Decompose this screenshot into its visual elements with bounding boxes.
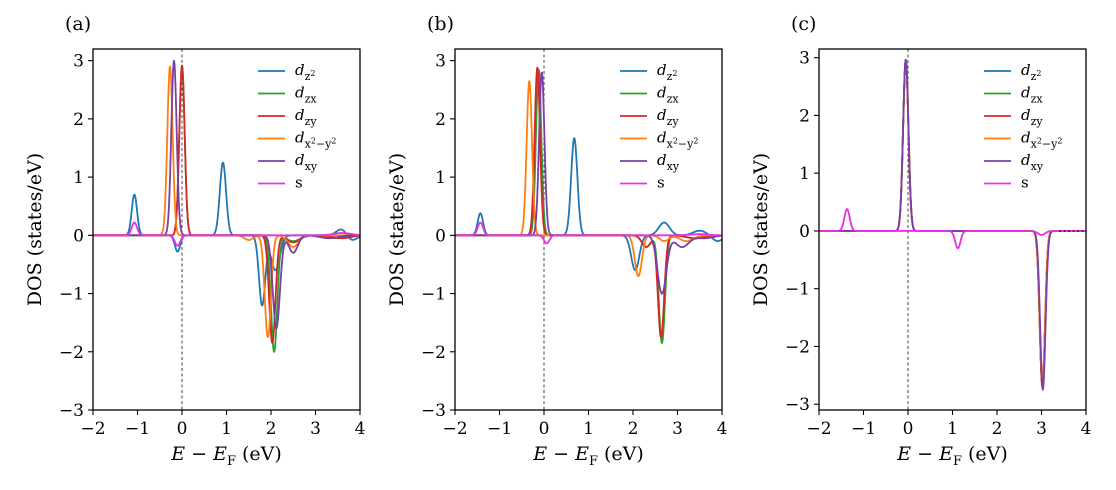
- series-line-s: [455, 221, 722, 245]
- y-tick-label: 3: [435, 52, 446, 72]
- x-tick-label: 3: [310, 419, 321, 439]
- series-line-dz2: [455, 137, 722, 272]
- y-tick-label: 3: [799, 49, 810, 69]
- legend-label-dzx: dzx: [1021, 84, 1043, 106]
- y-tick-label: 1: [73, 168, 84, 188]
- legend-label-dxy: dxy: [295, 151, 318, 173]
- x-tick-label: 4: [717, 419, 728, 439]
- y-tick-label: −3: [785, 395, 810, 415]
- legend-label-dx2-y2: dx2−y2: [657, 129, 698, 151]
- axes-frame: [818, 48, 1087, 411]
- x-tick-label: 0: [177, 419, 188, 439]
- legend-label-dz2: dz2: [657, 61, 678, 83]
- x-tick-label: −2: [806, 419, 831, 439]
- legend-label-s: s: [1021, 174, 1029, 192]
- legend-label-dz2: dz2: [295, 61, 316, 83]
- series-line-dzx: [93, 65, 360, 353]
- x-axis-label: E − EF (eV): [170, 443, 282, 469]
- y-tick-label: −1: [59, 285, 84, 305]
- y-tick-label: 0: [73, 226, 84, 246]
- x-tick-label: 1: [221, 419, 232, 439]
- x-tick-label: 0: [539, 419, 550, 439]
- x-tick-label: −1: [125, 419, 150, 439]
- legend-label-dzx: dzx: [657, 84, 679, 106]
- series-line-s: [93, 221, 360, 247]
- x-tick-label: 0: [903, 419, 914, 439]
- y-tick-label: 1: [799, 164, 810, 184]
- series-line-dz2: [93, 161, 360, 307]
- legend-label-dxy: dxy: [1021, 151, 1044, 173]
- x-tick-label: 3: [1036, 419, 1047, 439]
- y-tick-label: 2: [799, 106, 810, 126]
- x-tick-label: 1: [947, 419, 958, 439]
- y-tick-label: −3: [59, 401, 84, 421]
- x-tick-label: −2: [80, 419, 105, 439]
- series-line-s: [819, 208, 1086, 250]
- x-axis-label: E − EF (eV): [532, 443, 644, 469]
- x-tick-label: −1: [487, 419, 512, 439]
- x-tick-label: 2: [628, 419, 639, 439]
- y-tick-label: 2: [435, 110, 446, 130]
- panel-2: −2 −1 0 1 2 3 4 −3 −2 −1 0 1 2 3 E − EF (eV) DOS (state…: [750, 13, 1091, 469]
- y-tick-label: −3: [421, 401, 446, 421]
- x-tick-label: 3: [672, 419, 683, 439]
- legend-label-s: s: [657, 174, 665, 192]
- axes-frame: [454, 48, 723, 411]
- axes-frame: [92, 48, 361, 411]
- series-line-dzx: [455, 68, 722, 344]
- y-tick-label: 1: [435, 168, 446, 188]
- y-tick-label: 3: [73, 52, 84, 72]
- legend-label-dx2-y2: dx2−y2: [295, 129, 336, 151]
- y-axis-label: DOS (states/eV): [24, 153, 46, 306]
- x-tick-label: −2: [442, 419, 467, 439]
- legend-label-s: s: [295, 174, 303, 192]
- y-tick-label: −2: [421, 343, 446, 363]
- y-tick-label: −1: [421, 285, 446, 305]
- legend-label-dx2-y2: dx2−y2: [1021, 129, 1062, 151]
- series-line-dxy: [819, 58, 1086, 391]
- legend-label-dz2: dz2: [1021, 61, 1042, 83]
- legend-label-dzy: dzy: [295, 106, 317, 128]
- panel-label: (a): [65, 13, 91, 35]
- legend-label-dzy: dzy: [1021, 106, 1043, 128]
- x-axis-label: E − EF (eV): [896, 443, 1008, 469]
- y-tick-label: 2: [73, 110, 84, 130]
- y-axis-label: DOS (states/eV): [750, 153, 772, 306]
- panel-label: (b): [427, 13, 454, 35]
- y-tick-label: 0: [435, 226, 446, 246]
- legend-label-dxy: dxy: [657, 151, 680, 173]
- series-line-dxy: [455, 71, 722, 295]
- x-tick-label: 4: [355, 419, 366, 439]
- y-axis-label: DOS (states/eV): [386, 153, 408, 306]
- legend-label-dzx: dzx: [295, 84, 317, 106]
- x-tick-label: 4: [1081, 419, 1092, 439]
- x-tick-label: 1: [583, 419, 594, 439]
- series-line-dzy: [455, 66, 722, 339]
- y-tick-label: −2: [59, 343, 84, 363]
- legend-label-dzy: dzy: [657, 106, 679, 128]
- panel-label: (c): [791, 13, 816, 35]
- y-tick-label: −2: [785, 337, 810, 357]
- x-tick-label: 2: [992, 419, 1003, 439]
- y-tick-label: 0: [799, 222, 810, 242]
- y-tick-label: −1: [785, 280, 810, 300]
- x-tick-label: −1: [851, 419, 876, 439]
- x-tick-label: 2: [266, 419, 277, 439]
